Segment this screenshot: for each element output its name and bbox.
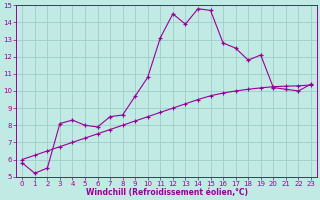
X-axis label: Windchill (Refroidissement éolien,°C): Windchill (Refroidissement éolien,°C) <box>85 188 248 197</box>
